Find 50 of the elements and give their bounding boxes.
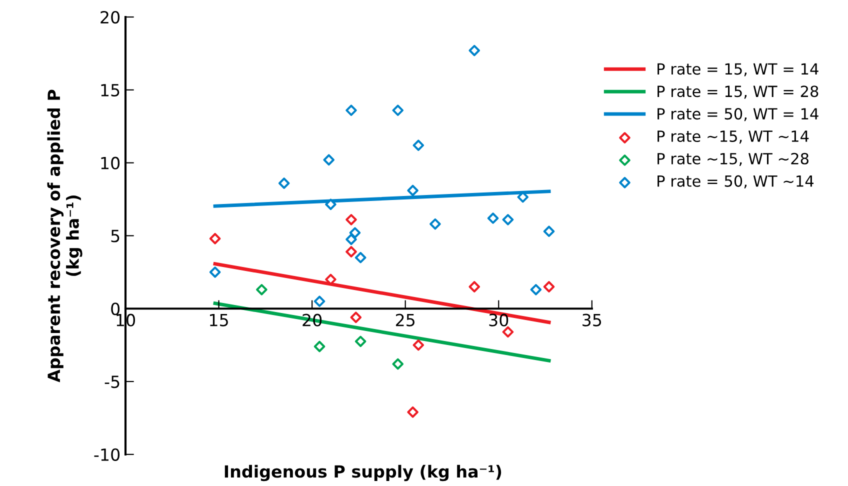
y-tick-label: -10: [94, 448, 120, 461]
x-axis-title: Indigenous P supply (kg ha⁻¹): [224, 464, 502, 482]
point: [354, 252, 366, 264]
point: [325, 198, 336, 210]
x-tick-label: 15: [210, 314, 228, 326]
point: [392, 104, 404, 116]
point: [468, 44, 480, 56]
point: [468, 281, 480, 292]
point: [314, 340, 326, 352]
point: [256, 284, 268, 296]
point: [278, 178, 290, 189]
point: [350, 312, 362, 324]
point: [392, 358, 404, 370]
y-tick-label: 5: [111, 230, 120, 242]
y-tick-label: 20: [100, 10, 120, 24]
point: [487, 212, 499, 224]
y-tick-label: -5: [104, 376, 120, 388]
point: [346, 104, 357, 116]
point: [412, 140, 424, 151]
point: [412, 339, 424, 351]
point: [543, 226, 555, 237]
point: [543, 281, 555, 292]
point: [346, 234, 357, 246]
point: [209, 232, 221, 244]
x-tick-label: 35: [582, 314, 602, 326]
y-tick-label: 10: [101, 156, 120, 170]
point: [407, 184, 418, 196]
legend-label: P rate = 15, WT = 28: [658, 86, 818, 99]
legend-label: P rate = 15, WT = 14: [658, 63, 818, 76]
x-tick-label: 30: [489, 314, 508, 326]
point: [323, 154, 335, 166]
x-tick-label: 25: [396, 314, 414, 326]
point: [354, 336, 366, 348]
point: [209, 266, 221, 278]
point: [314, 296, 326, 307]
y-tick-label: 15: [101, 84, 120, 96]
y-axis-title: Apparent recovery of applied P (kg ha⁻¹): [47, 90, 82, 382]
legend-label: P rate ~15, WT ~28: [658, 152, 808, 166]
point: [407, 406, 418, 418]
point: [349, 227, 361, 238]
point: [502, 326, 514, 338]
point: [502, 214, 514, 226]
point: [346, 214, 357, 226]
legend-label: P rate = 50, WT = 14: [658, 108, 818, 122]
point: [346, 246, 357, 258]
point: [430, 218, 441, 230]
point: [530, 284, 542, 296]
y-tick-label: 0: [111, 302, 120, 316]
legend-label: P rate = 50, WT ~14: [658, 175, 814, 188]
legend-label: P rate ~15, WT ~14: [658, 130, 809, 144]
